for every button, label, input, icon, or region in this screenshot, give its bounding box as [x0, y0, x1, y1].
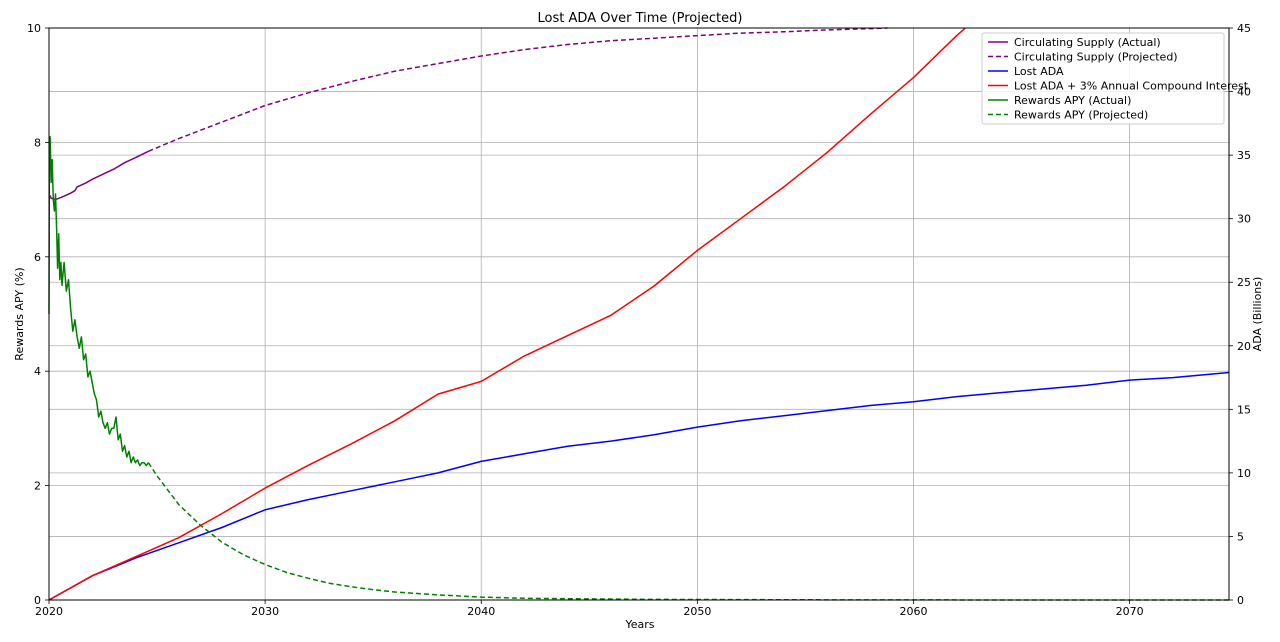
legend-entry: Rewards APY (Projected) [1014, 109, 1148, 122]
x-tick-label: 2060 [899, 605, 927, 618]
y-right-tick-label: 20 [1237, 340, 1251, 353]
legend-entry: Lost ADA + 3% Annual Compound Interest [1014, 80, 1249, 93]
y-left-tick-label: 8 [34, 136, 41, 149]
legend-box [981, 32, 1225, 125]
y-right-tick-label: 0 [1237, 594, 1244, 607]
x-tick-label: 2040 [467, 605, 495, 618]
y-right-tick-label: 30 [1237, 213, 1251, 226]
y-left-tick-label: 10 [27, 22, 41, 35]
x-tick-label: 2050 [683, 605, 711, 618]
legend-entry: Circulating Supply (Actual) [1014, 36, 1161, 49]
y-axis-left-label: Rewards APY (%) [13, 267, 26, 360]
series-line-3 [48, 27, 966, 601]
y-right-tick-label: 15 [1237, 403, 1251, 416]
legend-entry: Lost ADA [1014, 65, 1064, 78]
y-left-tick-label: 0 [34, 594, 41, 607]
chart-title: Lost ADA Over Time (Projected) [538, 11, 743, 26]
y-axis-left: 0 2 4 6 8 10 [27, 22, 49, 607]
x-tick-label: 2030 [251, 605, 279, 618]
x-axis-label: Years [624, 618, 654, 631]
series-line-4 [48, 135, 150, 467]
y-right-tick-label: 45 [1237, 22, 1251, 35]
x-tick-label: 2020 [35, 605, 63, 618]
plot-frame [48, 27, 1230, 601]
y-right-tick-label: 5 [1237, 530, 1244, 543]
y-axis-right-label: ADA (Billions) [1251, 277, 1264, 352]
y-right-tick-label: 40 [1237, 86, 1251, 99]
series-line-5 [147, 462, 1229, 601]
y-left-tick-label: 6 [34, 251, 41, 264]
x-axis: 2020 2030 2040 2050 2060 2070 [35, 600, 1144, 618]
grid [48, 28, 1229, 600]
series-line-2 [48, 371, 1230, 601]
series-layer [48, 27, 1230, 601]
y-right-tick-label: 25 [1237, 276, 1251, 289]
y-right-tick-label: 35 [1237, 149, 1251, 162]
y-left-tick-label: 4 [34, 365, 41, 378]
legend: Circulating Supply (Actual) Circulating S… [981, 32, 1249, 125]
legend-entry: Rewards APY (Actual) [1014, 94, 1131, 107]
legend-entry: Circulating Supply (Projected) [1014, 51, 1178, 64]
series-line-1 [148, 27, 888, 152]
x-tick-label: 2070 [1116, 605, 1144, 618]
y-axis-right: 0 5 10 15 20 25 30 35 40 45 [1229, 22, 1251, 607]
y-left-tick-label: 2 [34, 480, 41, 493]
y-right-tick-label: 10 [1237, 467, 1251, 480]
